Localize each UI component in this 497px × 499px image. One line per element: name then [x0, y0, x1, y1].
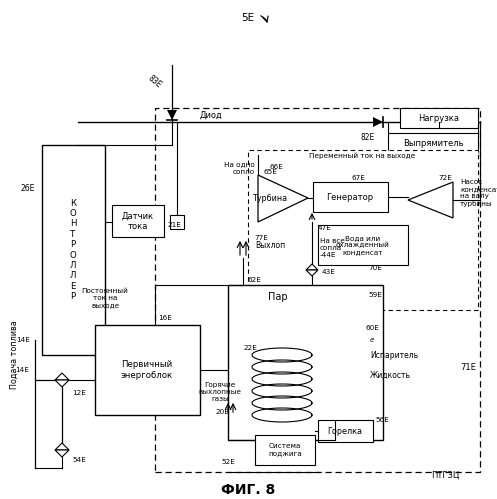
Text: 62E: 62E: [248, 277, 262, 283]
Bar: [95, 325, 200, 415]
Text: Диод: Диод: [200, 110, 223, 119]
Text: На все
сопла
-44E: На все сопла -44E: [320, 238, 345, 258]
Text: Выхлоп: Выхлоп: [255, 241, 285, 250]
Text: Нагрузка: Нагрузка: [418, 113, 460, 122]
Text: ПТГЗЦ: ПТГЗЦ: [431, 471, 460, 480]
Text: 83E: 83E: [147, 74, 164, 90]
Text: Насос
конденсата
на валу
турбины: Насос конденсата на валу турбины: [460, 179, 497, 207]
Text: 59E: 59E: [368, 292, 382, 298]
Text: Система
поджига: Система поджига: [268, 444, 302, 457]
Polygon shape: [55, 450, 69, 457]
Text: ФИГ. 8: ФИГ. 8: [221, 483, 275, 497]
Text: 47E: 47E: [318, 225, 332, 231]
Text: Переменный ток на выходе: Переменный ток на выходе: [309, 153, 415, 159]
Polygon shape: [306, 270, 318, 276]
Text: 14E: 14E: [15, 367, 29, 373]
Bar: [170, 215, 184, 229]
Text: 70E: 70E: [368, 265, 382, 271]
Text: 72E: 72E: [438, 175, 452, 181]
Bar: [400, 108, 478, 128]
Polygon shape: [408, 182, 453, 218]
Text: 52E: 52E: [221, 459, 235, 465]
Bar: [388, 133, 478, 153]
Text: Датчик
тока: Датчик тока: [122, 211, 154, 231]
Polygon shape: [55, 443, 69, 450]
Text: 65E: 65E: [263, 169, 277, 175]
Text: 21E: 21E: [167, 222, 181, 228]
Text: 54E: 54E: [72, 457, 86, 463]
Text: Жидкость: Жидкость: [370, 370, 411, 380]
Polygon shape: [373, 117, 383, 127]
Text: 12E: 12E: [72, 390, 86, 396]
Text: 26E: 26E: [21, 184, 35, 193]
Text: Постоянный
ток на
выходе: Постоянный ток на выходе: [82, 288, 128, 308]
Bar: [228, 285, 383, 440]
Bar: [42, 145, 105, 355]
Bar: [255, 435, 315, 465]
Text: 66E: 66E: [270, 164, 284, 170]
Bar: [155, 108, 480, 472]
Bar: [318, 225, 408, 265]
Text: 14E: 14E: [16, 337, 30, 343]
Text: 82E: 82E: [361, 133, 375, 142]
Polygon shape: [306, 264, 318, 270]
Text: Турбина: Турбина: [252, 194, 288, 203]
Text: Подача топлива: Подача топлива: [9, 321, 18, 389]
Text: 22E: 22E: [243, 345, 257, 351]
Text: 5E: 5E: [242, 13, 254, 23]
Text: Пар: Пар: [268, 292, 288, 302]
Text: 43E: 43E: [322, 269, 336, 275]
Text: На одно
сопло: На одно сопло: [224, 162, 255, 175]
Bar: [248, 150, 478, 310]
Polygon shape: [55, 380, 69, 387]
Text: 71E: 71E: [460, 363, 476, 372]
Text: Вода или
охлажденный
конденсат: Вода или охлажденный конденсат: [336, 235, 390, 255]
Text: 56E: 56E: [375, 417, 389, 423]
Text: Горячие
выхлопные
газы: Горячие выхлопные газы: [198, 382, 242, 402]
Text: 20E: 20E: [215, 409, 229, 415]
Text: e: e: [370, 337, 375, 343]
Polygon shape: [258, 175, 308, 222]
Text: 16E: 16E: [158, 315, 172, 321]
Text: 77E: 77E: [254, 235, 268, 241]
Text: Испаритель: Испаритель: [370, 350, 418, 359]
Text: К
О
Н
Т
Р
О
Л
Л
Е
Р: К О Н Т Р О Л Л Е Р: [70, 199, 77, 301]
Bar: [318, 420, 373, 442]
Text: Выпрямитель: Выпрямитель: [403, 139, 463, 148]
Bar: [112, 205, 164, 237]
Text: Горелка: Горелка: [328, 427, 362, 436]
Text: 67E: 67E: [351, 175, 365, 181]
Text: 60E: 60E: [365, 325, 379, 331]
Bar: [313, 182, 388, 212]
Text: Генератор: Генератор: [327, 193, 374, 202]
Polygon shape: [55, 373, 69, 380]
Text: Первичный
энергоблок: Первичный энергоблок: [121, 360, 173, 380]
Polygon shape: [167, 110, 177, 120]
